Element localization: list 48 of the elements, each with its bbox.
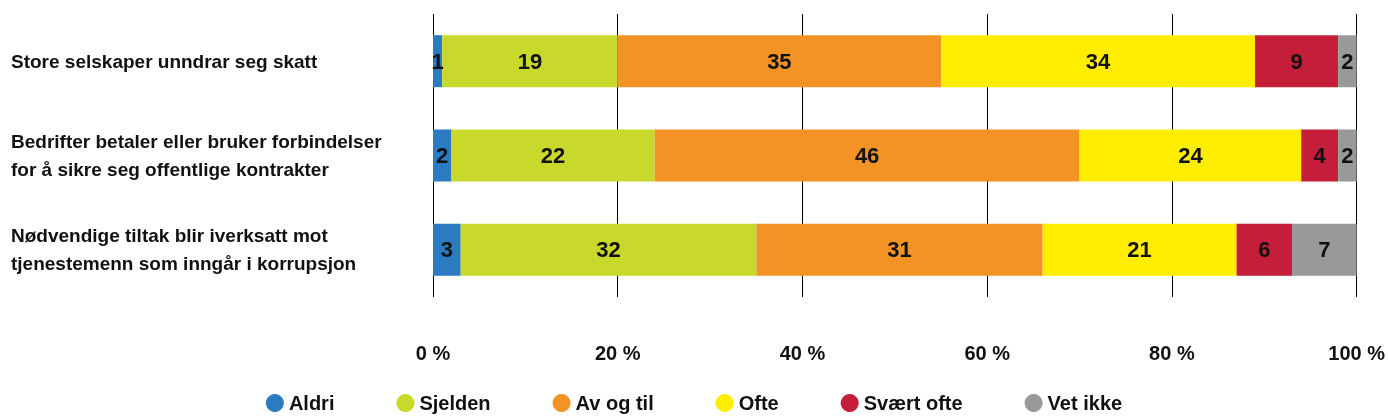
- bar: [1301, 129, 1339, 182]
- x-tick-label: 20 %: [594, 342, 641, 364]
- data-label: 3: [440, 237, 453, 263]
- data-label: 32: [596, 237, 621, 263]
- legend-label: Vet ikke: [1047, 392, 1123, 414]
- data-label: 21: [1127, 237, 1152, 263]
- bar: [1236, 223, 1292, 276]
- bar: [442, 35, 618, 88]
- bar: [1291, 223, 1357, 276]
- x-tick-label: 60 %: [964, 342, 1011, 364]
- legend-label: Svært ofte: [863, 392, 963, 414]
- bar: [460, 223, 757, 276]
- data-label: 9: [1290, 48, 1303, 74]
- legend-label: Ofte: [738, 392, 779, 414]
- bar: [1338, 35, 1357, 88]
- data-label: 2: [1341, 143, 1354, 168]
- data-label: 19: [517, 48, 543, 74]
- data-label: 6: [1258, 237, 1271, 263]
- data-label: 7: [1318, 237, 1331, 263]
- x-tick-label: 40 %: [779, 342, 826, 364]
- legend-label: Sjelden: [419, 392, 491, 414]
- y-tick-label: Nødvendige tiltak blir iverksatt mot tjenestemenn som inngår i korrupsjon: [11, 225, 357, 275]
- bar: [941, 35, 1256, 88]
- x-tick-label: 0 %: [415, 342, 451, 364]
- data-label: 34: [1085, 48, 1112, 74]
- data-label: 4: [1313, 143, 1327, 168]
- bar: [1255, 35, 1339, 88]
- legend-label: Av og til: [575, 392, 654, 414]
- y-tick-label: Bedrifter betaler eller bruker forbindelser for å sikre seg offentlige kontrakter: [11, 131, 387, 180]
- x-tick-label: 100 %: [1328, 342, 1386, 364]
- data-label: 35: [767, 48, 792, 74]
- data-label: 22: [540, 143, 566, 168]
- x-tick-label: 80 %: [1149, 342, 1195, 364]
- bar: [756, 223, 1043, 276]
- data-label: 31: [887, 237, 912, 263]
- data-label: 24: [1178, 143, 1204, 168]
- bar: [1042, 223, 1237, 276]
- bar: [617, 35, 942, 88]
- legend-label: Aldri: [288, 392, 335, 414]
- bar: [1338, 129, 1357, 182]
- y-tick-label: Store selskaper unndrar seg skatt: [11, 50, 318, 72]
- data-label: 46: [854, 143, 880, 168]
- bar: [1079, 129, 1302, 182]
- bar: [433, 223, 461, 276]
- data-label: 2: [1341, 48, 1354, 74]
- bar: [451, 129, 655, 182]
- data-label: 2: [436, 143, 449, 168]
- bar: [654, 129, 1080, 182]
